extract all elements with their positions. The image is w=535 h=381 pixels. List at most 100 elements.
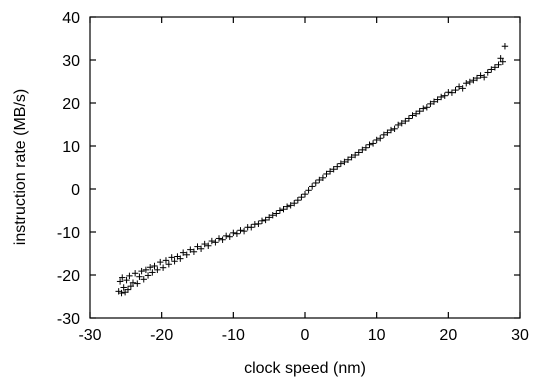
data-point bbox=[348, 153, 355, 161]
data-point bbox=[355, 149, 362, 156]
data-point bbox=[258, 217, 266, 225]
data-point bbox=[248, 224, 255, 231]
data-point bbox=[136, 273, 143, 280]
data-point bbox=[366, 141, 373, 148]
data-point bbox=[129, 279, 137, 286]
data-point bbox=[434, 96, 441, 103]
data-point bbox=[171, 258, 178, 265]
data-point bbox=[488, 66, 495, 73]
data-point bbox=[222, 232, 230, 240]
data-point bbox=[387, 126, 395, 134]
data-point bbox=[134, 280, 141, 287]
data-point bbox=[120, 284, 127, 291]
data-point bbox=[215, 235, 223, 242]
data-point bbox=[283, 203, 291, 210]
data-point bbox=[305, 187, 312, 194]
data-point bbox=[144, 272, 152, 279]
data-point bbox=[334, 163, 341, 170]
data-point bbox=[142, 266, 150, 274]
data-point bbox=[208, 237, 216, 245]
x-tick-label: -30 bbox=[78, 327, 101, 344]
x-axis-label: clock speed (nm) bbox=[244, 360, 366, 377]
data-point bbox=[427, 100, 434, 108]
data-point bbox=[291, 199, 298, 207]
data-point bbox=[168, 254, 175, 261]
data-point bbox=[441, 92, 448, 99]
data-point bbox=[116, 278, 124, 285]
data-point bbox=[330, 166, 337, 173]
data-point bbox=[124, 286, 132, 293]
data-point bbox=[466, 78, 474, 86]
y-tick-label: 0 bbox=[71, 182, 80, 199]
data-point bbox=[463, 80, 470, 87]
data-point bbox=[276, 207, 284, 214]
data-point bbox=[430, 98, 438, 105]
data-point bbox=[194, 243, 201, 250]
data-point bbox=[269, 212, 276, 219]
data-point bbox=[255, 220, 262, 228]
data-point bbox=[312, 179, 319, 187]
plot-marks bbox=[115, 43, 509, 297]
data-point bbox=[409, 112, 416, 119]
data-point bbox=[233, 230, 241, 237]
data-point bbox=[205, 242, 212, 249]
data-point bbox=[499, 58, 506, 65]
data-point bbox=[380, 131, 388, 139]
data-point bbox=[265, 214, 273, 221]
data-point bbox=[273, 210, 280, 217]
data-point bbox=[165, 261, 173, 268]
data-point bbox=[477, 72, 484, 79]
y-tick-label: 10 bbox=[62, 139, 80, 156]
data-point bbox=[497, 55, 504, 62]
data-point bbox=[187, 246, 194, 253]
data-point bbox=[154, 266, 161, 274]
y-tick-label: 40 bbox=[62, 10, 80, 27]
y-tick-label: -30 bbox=[57, 311, 80, 328]
y-tick-label: 30 bbox=[62, 53, 80, 70]
data-point bbox=[201, 240, 208, 248]
data-point bbox=[351, 151, 359, 159]
y-axis-label: instruction rate (MB/s) bbox=[12, 89, 29, 245]
data-point bbox=[480, 74, 488, 81]
data-point bbox=[495, 61, 502, 68]
data-point bbox=[437, 93, 445, 101]
x-tick-label: 30 bbox=[511, 327, 529, 344]
data-point bbox=[420, 105, 427, 112]
data-point bbox=[398, 120, 405, 127]
data-point bbox=[316, 176, 323, 184]
data-point bbox=[491, 64, 499, 71]
data-point bbox=[179, 249, 187, 256]
data-point bbox=[147, 264, 154, 271]
data-point bbox=[452, 86, 459, 94]
data-point bbox=[157, 258, 164, 266]
data-point bbox=[115, 288, 122, 295]
x-tick-label: 20 bbox=[439, 327, 457, 344]
tick-labels: -30 -20 -10 0 10 20 30 -30 -20 -10 0 10 20 30 40 bbox=[57, 10, 529, 344]
data-point bbox=[219, 236, 226, 243]
data-point bbox=[470, 77, 477, 84]
data-point bbox=[301, 190, 309, 198]
data-point bbox=[183, 251, 190, 258]
data-point bbox=[230, 229, 237, 237]
data-point bbox=[149, 269, 156, 276]
data-point bbox=[119, 274, 126, 281]
data-point bbox=[373, 136, 380, 144]
x-tick-label: 10 bbox=[368, 327, 386, 344]
data-point bbox=[384, 129, 391, 136]
x-tick-label: 0 bbox=[301, 327, 310, 344]
data-point bbox=[459, 85, 466, 92]
data-point bbox=[118, 289, 125, 297]
data-point bbox=[127, 282, 135, 290]
x-tick-label: -10 bbox=[222, 327, 245, 344]
data-point bbox=[362, 144, 370, 151]
data-point bbox=[341, 158, 348, 166]
y-tick-label: -20 bbox=[57, 268, 80, 285]
data-point bbox=[359, 146, 366, 154]
x-tick-label: -20 bbox=[150, 327, 173, 344]
data-point bbox=[402, 117, 409, 125]
data-point bbox=[294, 196, 302, 204]
data-point bbox=[240, 227, 248, 235]
data-point bbox=[123, 276, 130, 284]
data-point bbox=[405, 115, 413, 122]
